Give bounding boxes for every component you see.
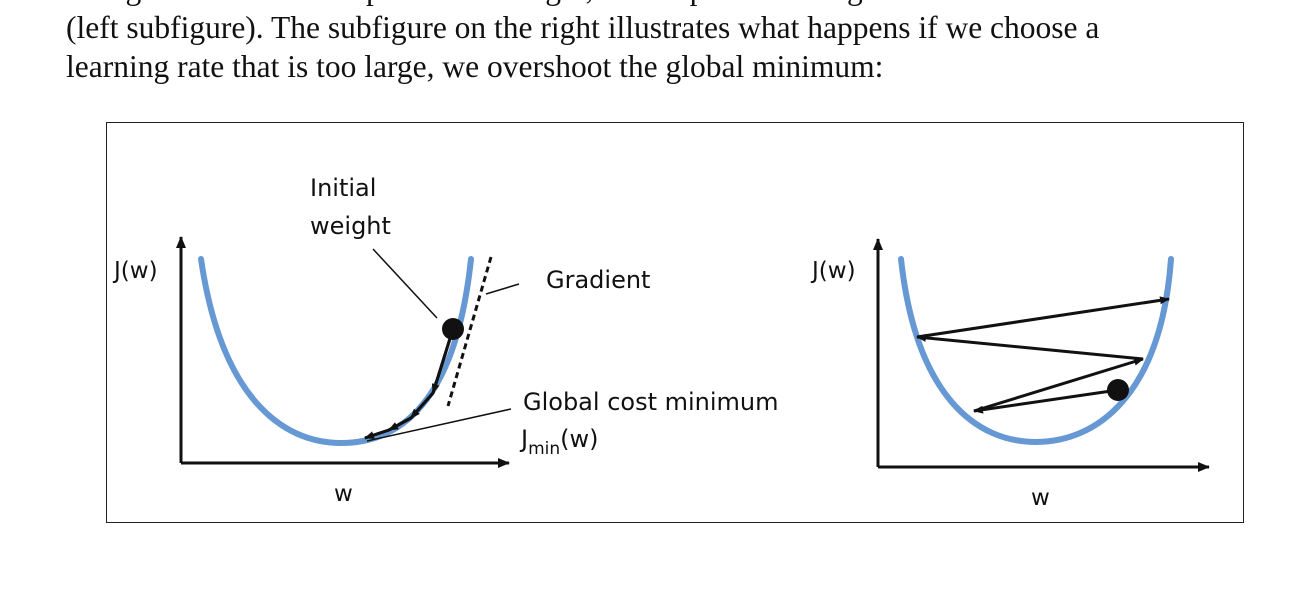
- left-cost-curve: [198, 256, 474, 447]
- body-paragraph: change the value of the parameter weight…: [66, 0, 1266, 86]
- left-y-axis-label: J(w): [112, 258, 158, 284]
- jmin-label: Jmin(w): [519, 425, 599, 459]
- figure-svg: J(w) w Gradient Initial weight Global co…: [112, 174, 1210, 511]
- paragraph-line-2: learning rate that is too large, we over…: [66, 49, 884, 84]
- left-subfigure: J(w) w Gradient Initial weight Global co…: [112, 174, 779, 507]
- descent-step-arrow: [364, 428, 390, 440]
- paragraph-cut-line: change the value of the parameter weight…: [66, 0, 1266, 8]
- right-subfigure: J(w) w: [810, 238, 1210, 511]
- initial-weight-label-line1: Initial: [310, 174, 376, 202]
- overshoot-arrow: [973, 388, 1119, 414]
- gradient-tangent-line: [446, 256, 493, 407]
- right-x-axis-label: w: [1031, 485, 1050, 511]
- left-x-axis-label: w: [334, 481, 353, 507]
- global-cost-minimum-label: Global cost minimum: [523, 388, 779, 416]
- gradient-label: Gradient: [546, 266, 650, 294]
- paragraph-cut-text: change the value of the parameter weight…: [66, 0, 1266, 8]
- overshoot-arrow: [916, 296, 1170, 339]
- initial-weight-label-line2: weight: [310, 212, 391, 240]
- initial-weight-leader-line: [372, 248, 438, 319]
- paragraph-line-1: (left subfigure). The subfigure on the r…: [66, 10, 1100, 45]
- right-y-axis-label: J(w): [810, 258, 856, 284]
- right-initial-weight-point: [1107, 379, 1129, 401]
- overshoot-arrow: [916, 333, 1144, 361]
- gradient-descent-figure: J(w) w Gradient Initial weight Global co…: [106, 122, 1244, 523]
- descent-step-arrow: [409, 392, 435, 419]
- descent-step-arrow: [388, 416, 412, 432]
- right-cost-curve: [898, 256, 1174, 446]
- descent-step-arrow: [431, 328, 455, 394]
- global-min-leader-line: [366, 408, 512, 442]
- overshoot-arrow: [973, 357, 1144, 413]
- gradient-leader-line: [485, 283, 520, 295]
- initial-weight-point: [442, 318, 464, 340]
